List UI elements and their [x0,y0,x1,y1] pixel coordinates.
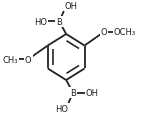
Text: CH₃: CH₃ [3,55,18,64]
Text: HO: HO [34,18,47,27]
Text: O: O [101,28,107,37]
Text: B: B [56,18,62,27]
Text: O: O [25,55,32,64]
Text: HO: HO [55,104,68,113]
Text: OH: OH [64,2,77,11]
Text: OCH₃: OCH₃ [114,28,136,37]
Text: B: B [70,88,76,97]
Text: OH: OH [85,88,98,97]
